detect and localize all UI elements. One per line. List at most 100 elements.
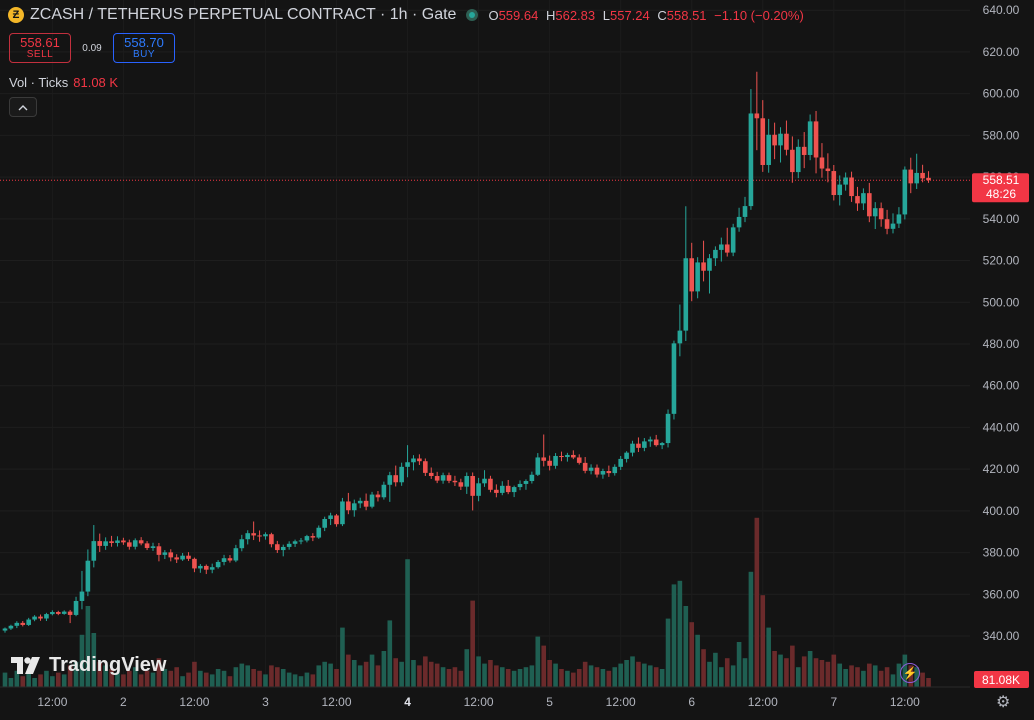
volume-bar — [724, 658, 730, 687]
time-axis[interactable]: 12:00 2 12:00 3 12:00 4 12:00 5 12:00 6 12:00 7 12:0… — [37, 695, 920, 709]
candle-body — [257, 535, 262, 537]
candle-body — [428, 472, 434, 477]
volume-legend[interactable]: Vol · Ticks 81.08 K — [9, 75, 118, 90]
candle-body — [724, 244, 730, 253]
volume-bar — [571, 672, 576, 687]
candle-body — [713, 249, 718, 259]
volume-bar — [535, 636, 541, 687]
volume-bar — [387, 620, 393, 687]
close-value: 558.51 — [666, 7, 707, 23]
candle-body — [482, 478, 487, 484]
open-label: O — [488, 7, 499, 23]
tradingview-logo[interactable]: TradingView — [11, 654, 166, 677]
volume-bar — [127, 670, 132, 687]
volume-bar — [784, 658, 789, 687]
candle-body — [606, 471, 612, 474]
volume-bar — [683, 606, 689, 687]
volume-bar — [198, 670, 203, 687]
candle-body — [766, 134, 771, 165]
candle-body — [760, 118, 766, 165]
volume-bar — [884, 667, 890, 687]
volume-bar — [328, 663, 333, 687]
candle-body — [926, 177, 931, 181]
volume-bar — [150, 672, 156, 687]
volume-bar — [209, 674, 215, 687]
volume-bar — [849, 665, 854, 687]
volume-bar — [156, 658, 162, 687]
lightning-icon[interactable]: ⚡ — [900, 663, 920, 683]
candle-body — [275, 544, 280, 551]
price-tick-label: 380.00 — [983, 546, 1020, 560]
candle-body — [541, 457, 547, 461]
volume-bar — [843, 669, 848, 687]
candle-body — [600, 471, 606, 475]
volume-bar — [458, 670, 464, 687]
candle-body — [85, 560, 91, 592]
volume-bar — [411, 660, 416, 687]
volume-bar — [132, 667, 138, 687]
volume-bar — [565, 670, 570, 687]
candle-body — [322, 518, 327, 528]
market-open-status-icon[interactable] — [466, 9, 479, 21]
buy-button[interactable]: 558.70 BUY — [113, 33, 175, 63]
symbol-title[interactable]: ZCASH / TETHERUS PERPETUAL CONTRACT · 1h… — [30, 6, 457, 23]
volume-bar — [553, 663, 558, 687]
change-value: −1.10 (−0.20%) — [714, 7, 804, 23]
volume-bar — [91, 633, 97, 687]
candle-body — [363, 500, 369, 507]
candle-body — [280, 546, 286, 551]
sell-button[interactable]: 558.61 SELL — [9, 33, 71, 63]
volume-bars — [2, 517, 931, 687]
time-tick-label: 12:00 — [179, 695, 209, 709]
volume-bar — [26, 672, 31, 687]
time-tick-label: 12:00 — [464, 695, 494, 709]
volume-bar — [861, 670, 866, 687]
candle-body — [488, 478, 493, 490]
volume-value-tag: 81.08K — [974, 671, 1029, 688]
candle-body — [144, 543, 150, 548]
candle-body — [44, 614, 49, 619]
volume-bar — [476, 656, 481, 687]
volume-bar — [807, 651, 813, 687]
volume-bar — [813, 658, 819, 687]
price-tick-label: 460.00 — [983, 379, 1020, 393]
price-tick-label: 360.00 — [983, 587, 1020, 601]
price-tick-label: 420.00 — [983, 462, 1020, 476]
volume-bar — [73, 661, 79, 687]
volume-bar — [144, 670, 150, 687]
candle-body — [245, 533, 251, 540]
volume-bar — [612, 667, 618, 687]
volume-bar — [440, 667, 446, 687]
volume-tag-value: 81.08K — [982, 673, 1020, 687]
candle-body — [659, 443, 665, 446]
volume-legend-label: Vol · Ticks — [9, 75, 69, 90]
price-tick-label: 620.00 — [983, 45, 1020, 59]
candle-body — [38, 616, 43, 619]
candle-body — [464, 476, 470, 487]
candle-body — [582, 462, 588, 471]
candle-body — [630, 443, 635, 453]
collapse-legend-button[interactable] — [9, 97, 37, 117]
price-tick-label: 340.00 — [983, 629, 1020, 643]
candle-body — [55, 612, 61, 614]
candle-body — [192, 558, 197, 569]
candle-body — [523, 481, 529, 484]
spread-value: 0.09 — [82, 42, 102, 54]
volume-bar — [14, 670, 20, 687]
candle-body — [736, 216, 742, 228]
volume-bar — [2, 672, 8, 687]
time-tick-label: 6 — [688, 695, 695, 709]
candle-body — [127, 542, 132, 547]
candle-body — [790, 149, 795, 173]
candle-body — [14, 622, 20, 626]
volume-bar — [618, 663, 623, 687]
candle-body — [32, 616, 37, 620]
gear-icon[interactable]: ⚙ — [996, 694, 1011, 711]
volume-bar — [926, 678, 931, 687]
candle-body — [292, 541, 298, 544]
candle-body — [251, 533, 256, 536]
candle-body — [884, 219, 890, 229]
zcash-coin-icon[interactable]: Ƶ — [8, 7, 24, 23]
